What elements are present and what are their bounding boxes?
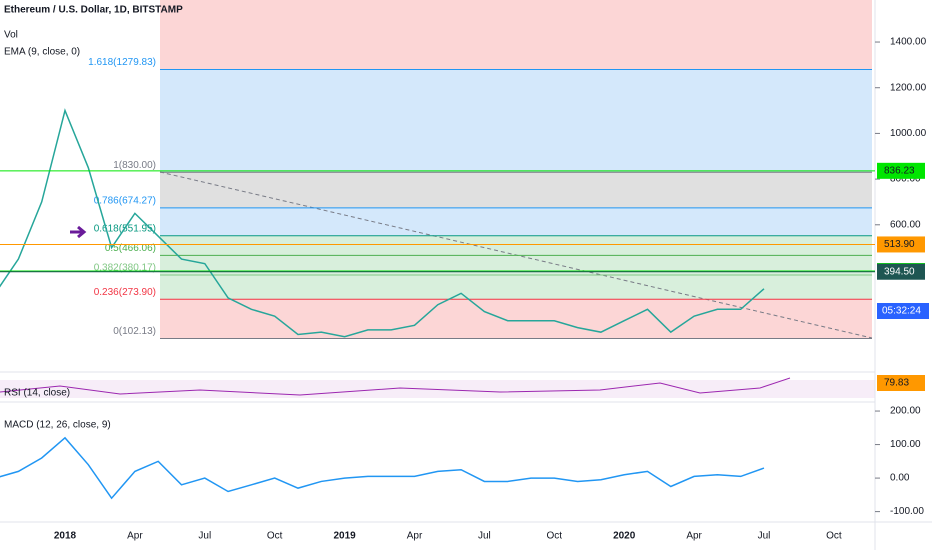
symbol-title: Ethereum / U.S. Dollar, 1D, BITSTAMP [4, 5, 183, 16]
price-tag [877, 236, 925, 253]
price-tag [877, 263, 925, 280]
fib-label: 0.786(674.27) [94, 195, 156, 206]
x-tick-label: Apr [407, 531, 423, 542]
price-tag-label: 513.90 [884, 239, 915, 250]
fib-zone [160, 69, 872, 173]
y-tick-label: 200.00 [890, 406, 921, 417]
price-tag-label: 394.50 [884, 266, 915, 277]
y-tick-label: 1400.00 [890, 37, 927, 48]
rsi-line [0, 377, 791, 396]
rsi-label: RSI (14, close) [4, 388, 70, 399]
countdown: 05:32:24 [882, 306, 921, 317]
macd-label: MACD (12, 26, close, 9) [4, 420, 111, 431]
price-tag [877, 162, 925, 179]
series-line [0, 108, 765, 338]
arrow-icon [70, 225, 87, 239]
rsi-tag-label: 79.83 [884, 378, 909, 389]
y-tick-label: 600.00 [890, 219, 921, 230]
x-tick-label: Jul [758, 531, 771, 542]
x-tick-label: Oct [267, 531, 283, 542]
x-tick-label: 2019 [333, 531, 356, 542]
fib-label: 0(102.13) [113, 326, 156, 337]
price-tag-label: 836.23 [884, 165, 915, 176]
fib-zone [160, 255, 872, 276]
countdown-tag [877, 303, 929, 319]
fib-zone [160, 172, 872, 208]
fib-label: 0.5(466.06) [105, 243, 156, 254]
x-tick-label: Apr [127, 531, 143, 542]
fib-label: 1.618(1279.83) [88, 57, 156, 68]
y-tick-label: -100.00 [890, 506, 924, 517]
fib-label: 0.236(273.90) [94, 287, 156, 298]
x-tick-label: Apr [686, 531, 702, 542]
vol-label: Vol [4, 30, 18, 41]
y-tick-label: 1200.00 [890, 82, 927, 93]
y-tick-label: 100.00 [890, 439, 921, 450]
fib-zone [160, 275, 872, 300]
ema-label: EMA (9, close, 0) [4, 47, 80, 58]
fib-label: 0.382(380.17) [94, 263, 156, 274]
x-tick-label: Jul [198, 531, 211, 542]
x-tick-label: 2018 [54, 531, 77, 542]
y-tick-label: 800.00 [890, 174, 921, 185]
fib-zone [160, 299, 872, 339]
x-tick-label: Jul [478, 531, 491, 542]
fib-zone [160, 0, 872, 70]
x-tick-label: Oct [547, 531, 563, 542]
y-tick-label: 1000.00 [890, 128, 927, 139]
fib-zone [160, 235, 872, 256]
fib-zone [160, 207, 872, 236]
y-tick-label: 0.00 [890, 473, 910, 484]
x-tick-label: 2020 [613, 531, 636, 542]
rsi-tag [877, 375, 925, 391]
x-tick-label: Oct [826, 531, 842, 542]
fib-label: 1(830.00) [113, 160, 156, 171]
series-line [0, 436, 765, 500]
